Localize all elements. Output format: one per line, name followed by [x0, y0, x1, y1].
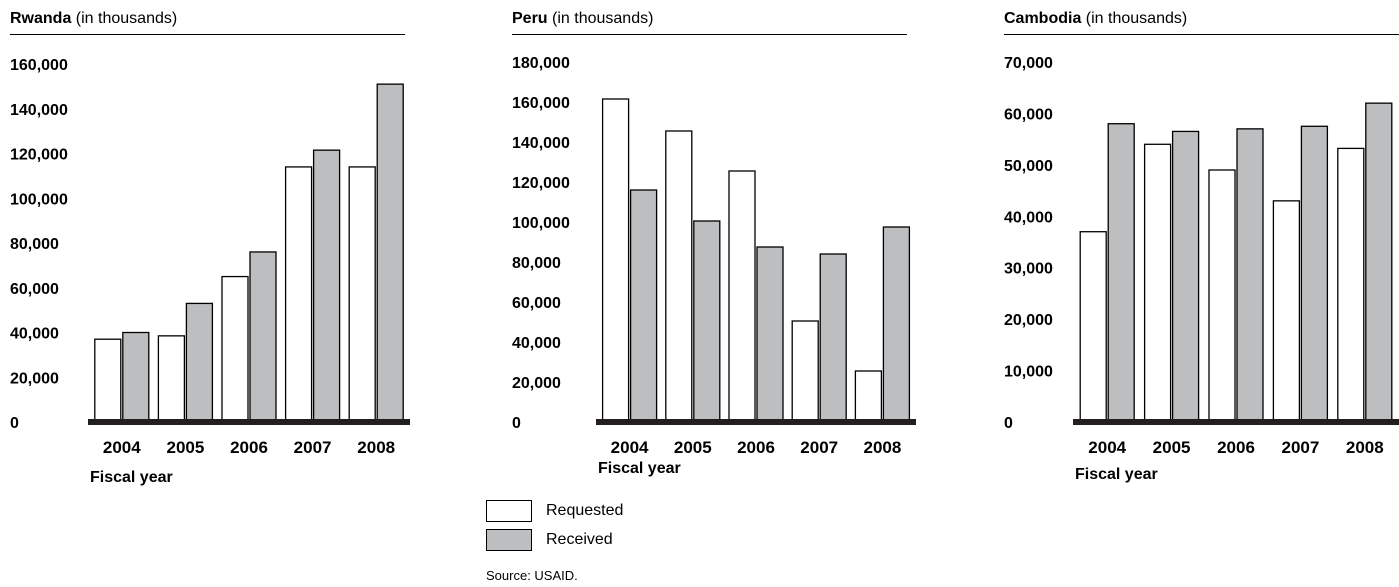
chart-title: Rwanda (in thousands) [10, 10, 405, 35]
y-tick-label: 40,000 [1004, 209, 1053, 226]
bar-requested-2006 [1208, 169, 1236, 423]
x-tick-label: 2004 [103, 438, 141, 457]
y-tick-label: 140,000 [512, 135, 570, 152]
bar-requested-2005 [665, 130, 693, 423]
y-tick-label: 80,000 [10, 236, 59, 253]
y-tick-label: 30,000 [1004, 261, 1053, 278]
x-axis-baseline [1073, 419, 1399, 425]
chart-title-country: Cambodia [1004, 10, 1082, 27]
y-tick-label: 100,000 [512, 215, 570, 232]
y-tick-label: 0 [1004, 415, 1013, 432]
x-tick-label: 2008 [863, 438, 901, 457]
chart-title-country: Peru [512, 10, 548, 27]
chart-subtitle: (in thousands) [75, 10, 178, 27]
x-tick-label: 2004 [611, 438, 649, 457]
y-tick-label: 40,000 [10, 326, 59, 343]
x-axis-baseline [88, 419, 410, 425]
bar-requested-2006 [221, 275, 249, 423]
y-tick-label: 60,000 [512, 295, 561, 312]
bar-requested-2005 [1143, 143, 1172, 423]
x-tick-label: 2007 [800, 438, 838, 457]
y-tick-label: 160,000 [10, 57, 68, 74]
bar-received-2007 [819, 253, 847, 423]
y-tick-label: 20,000 [1004, 312, 1053, 329]
y-tick-label: 0 [512, 415, 521, 432]
y-tick-label: 40,000 [512, 335, 561, 352]
bar-received-2005 [185, 302, 214, 423]
y-tick-label: 60,000 [10, 281, 59, 298]
bar-requested-2007 [284, 166, 313, 423]
x-tick-label: 2005 [674, 438, 712, 457]
legend-swatch-requested [486, 500, 532, 522]
bar-chart-cambodia: 0 10,000 20,000 30,000 40,000 50,000 60,000 70,… [1004, 55, 1399, 457]
bar-requested-2004 [1079, 231, 1107, 423]
y-tick-label: 140,000 [10, 102, 68, 119]
y-tick-label: 160,000 [512, 95, 570, 112]
bar-requested-2008 [348, 166, 376, 423]
x-axis-label: Fiscal year [598, 460, 681, 477]
x-tick-label: 2004 [1088, 438, 1126, 457]
bar-received-2008 [376, 83, 404, 423]
bar-received-2004 [629, 189, 658, 423]
y-tick-label: 0 [10, 415, 19, 432]
chart-title-country: Rwanda [10, 10, 72, 27]
bar-requested-2004 [601, 98, 630, 423]
bar-requested-2007 [791, 320, 819, 423]
x-tick-label: 2007 [294, 438, 332, 457]
bar-received-2005 [693, 220, 721, 423]
bar-received-2007 [312, 149, 341, 423]
chart-subtitle: (in thousands) [1085, 10, 1188, 27]
bar-requested-2006 [728, 170, 756, 423]
bar-received-2008 [1365, 102, 1393, 423]
x-axis-label: Fiscal year [90, 469, 173, 486]
chart-title: Cambodia (in thousands) [1004, 10, 1399, 35]
bar-chart-peru: 0 20,000 40,000 60,000 80,000 100,000 120,000 1… [512, 55, 916, 457]
y-tick-label: 70,000 [1004, 55, 1053, 72]
bar-received-2007 [1300, 125, 1329, 423]
legend-swatch-received [486, 529, 532, 551]
x-tick-label: 2005 [1153, 438, 1191, 457]
x-tick-label: 2008 [1346, 438, 1384, 457]
x-tick-label: 2006 [1217, 438, 1255, 457]
bar-requested-2008 [854, 370, 883, 423]
bar-requested-2007 [1272, 200, 1301, 423]
x-tick-label: 2006 [230, 438, 268, 457]
chart-subtitle: (in thousands) [552, 10, 654, 27]
x-tick-label: 2008 [357, 438, 395, 457]
bar-requested-2004 [94, 338, 122, 423]
bar-received-2005 [1171, 130, 1200, 423]
x-axis-label: Fiscal year [1075, 466, 1158, 483]
y-tick-label: 60,000 [1004, 106, 1053, 123]
bar-received-2008 [882, 226, 911, 423]
legend-label: Received [546, 531, 613, 548]
y-tick-label: 20,000 [10, 370, 59, 387]
y-tick-label: 120,000 [512, 175, 570, 192]
bar-received-2004 [122, 331, 150, 423]
bar-received-2006 [249, 251, 277, 423]
y-tick-label: 50,000 [1004, 158, 1053, 175]
bar-chart-rwanda: 0 20,000 40,000 60,000 80,000 100,000 120,000 1… [10, 57, 410, 457]
y-tick-label: 10,000 [1004, 364, 1053, 381]
source-note: Source: USAID. [486, 568, 578, 583]
y-tick-label: 80,000 [512, 255, 561, 272]
bar-requested-2005 [157, 335, 186, 423]
y-tick-label: 100,000 [10, 191, 68, 208]
y-tick-label: 180,000 [512, 55, 570, 72]
legend-label: Requested [546, 502, 624, 519]
bar-received-2006 [1236, 128, 1264, 423]
x-axis-baseline [596, 419, 916, 425]
y-tick-label: 20,000 [512, 375, 561, 392]
chart-title: Peru (in thousands) [512, 10, 907, 35]
x-tick-label: 2007 [1281, 438, 1319, 457]
bar-requested-2008 [1337, 147, 1365, 423]
y-tick-label: 120,000 [10, 147, 68, 164]
x-tick-label: 2006 [737, 438, 775, 457]
bar-received-2004 [1107, 123, 1135, 423]
x-tick-label: 2005 [166, 438, 204, 457]
bar-received-2006 [756, 246, 784, 423]
